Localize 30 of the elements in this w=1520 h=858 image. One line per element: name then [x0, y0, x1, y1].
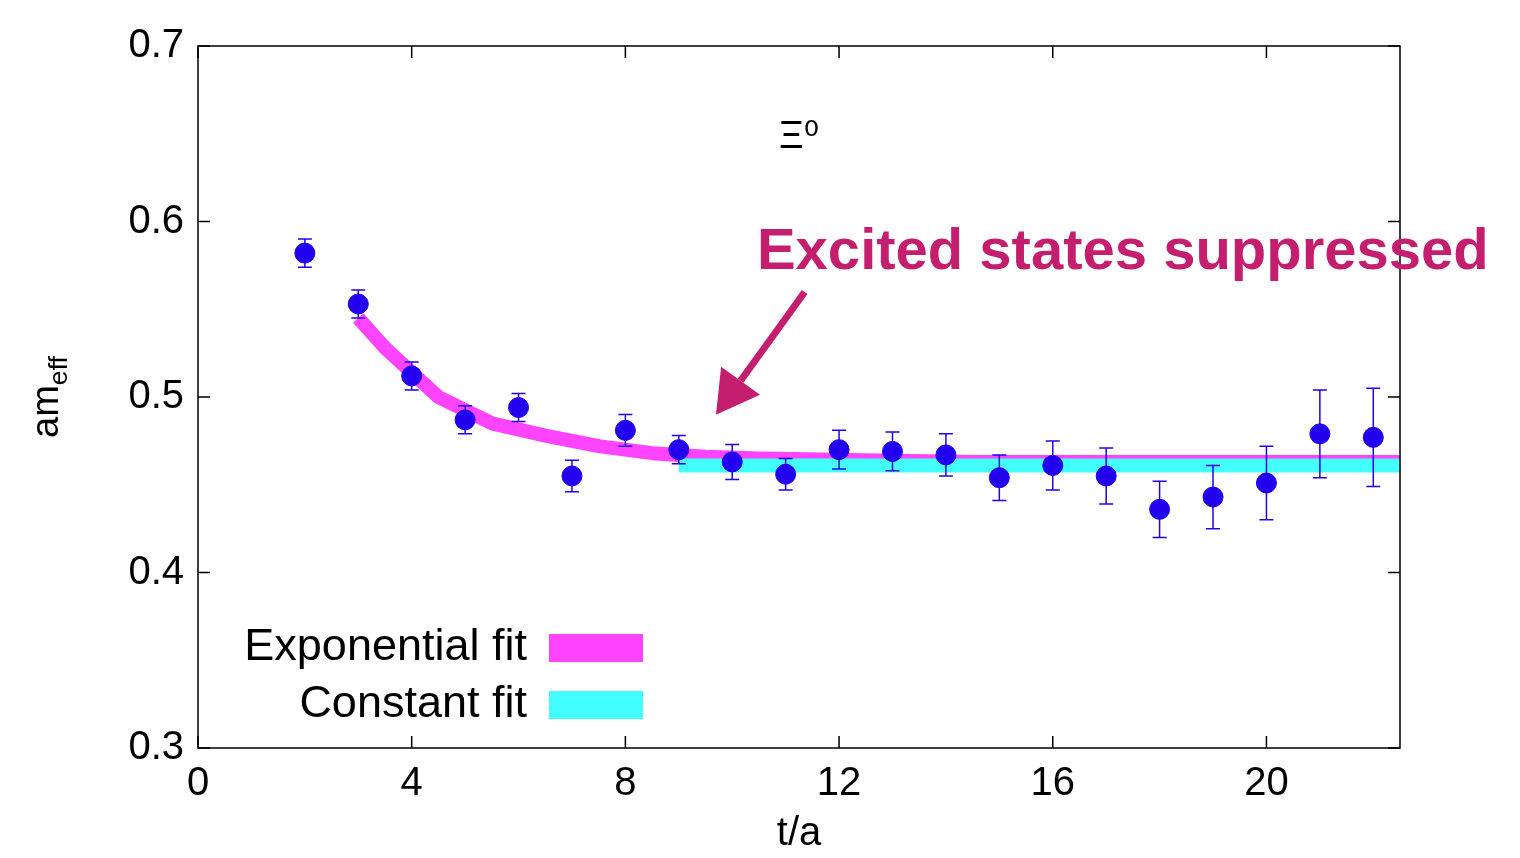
x-tick-label: 4: [400, 759, 423, 804]
point: [828, 439, 850, 461]
annotation: Ξ⁰: [779, 113, 819, 156]
x-tick-label: 8: [614, 759, 637, 804]
y-tick-label: 0.3: [128, 723, 184, 768]
y-tick-label: 0.6: [128, 196, 184, 241]
point: [1202, 486, 1224, 508]
y-axis-title: ameff: [24, 355, 73, 438]
point: [988, 467, 1010, 489]
x-axis-title: t/a: [776, 809, 822, 854]
point: [561, 465, 583, 487]
point: [881, 440, 903, 462]
point: [401, 365, 423, 387]
y-tick-label: 0.4: [128, 547, 184, 592]
y-tick-label: 0.5: [128, 372, 184, 417]
x-tick-label: 12: [816, 759, 862, 804]
point: [1362, 426, 1384, 448]
point: [614, 419, 636, 441]
legend-label: Constant fit: [299, 676, 528, 728]
legend-label: Exponential fit: [244, 619, 528, 671]
point: [1255, 472, 1277, 494]
point: [1149, 498, 1171, 520]
point: [668, 439, 690, 461]
point: [508, 397, 530, 419]
x-tick-label: 16: [1030, 759, 1076, 804]
x-tick-label: 20: [1244, 759, 1289, 804]
point: [1309, 423, 1331, 445]
point: [347, 293, 369, 315]
x-tick-label: 0: [186, 759, 210, 804]
y-tick-label: 0.7: [128, 21, 184, 66]
